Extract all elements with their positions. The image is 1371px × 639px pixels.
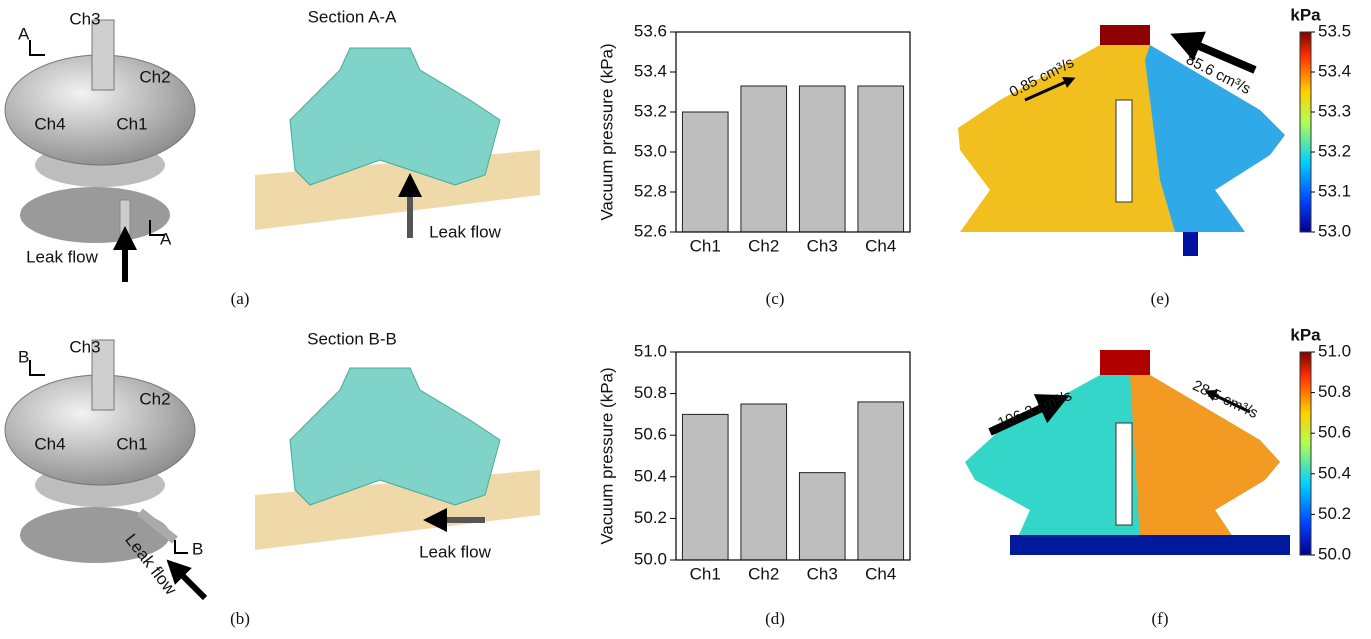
y-axis-label: Vacuum pressure (kPa)	[597, 43, 616, 220]
x-tick-label: Ch3	[807, 564, 838, 583]
panel-label: (c)	[766, 289, 785, 308]
y-axis-label: Vacuum pressure (kPa)	[597, 367, 616, 544]
bar	[799, 473, 845, 560]
colorbar-tick-label: 53.1	[1318, 181, 1351, 200]
channel-label: Ch2	[139, 389, 170, 408]
channel-label: Ch3	[69, 9, 100, 28]
panel-label: (a)	[231, 289, 250, 308]
colorbar-tick-label: 50.6	[1318, 423, 1351, 442]
y-tick-label: 52.6	[634, 221, 667, 240]
section-view-a	[255, 48, 540, 238]
y-tick-label: 53.0	[634, 141, 667, 160]
x-tick-label: Ch3	[807, 236, 838, 255]
panel-label: (d)	[765, 609, 785, 628]
leak-label: Leak flow	[429, 222, 502, 241]
colorbar-tick-label: 50.0	[1318, 544, 1351, 563]
section-mark: B	[192, 539, 203, 558]
section-view-b	[255, 368, 540, 550]
colorbar-tick-label: 50.8	[1318, 382, 1351, 401]
x-tick-label: Ch2	[748, 236, 779, 255]
bar	[799, 86, 845, 232]
x-tick-label: Ch4	[865, 236, 896, 255]
y-tick-label: 50.8	[634, 383, 667, 402]
colorbar	[1300, 32, 1311, 232]
panel-label: (e)	[1151, 289, 1170, 308]
section-title: Section A-A	[308, 7, 397, 26]
bar	[741, 86, 787, 232]
bar	[858, 86, 904, 232]
colorbar-tick-label: 53.0	[1318, 221, 1351, 240]
x-tick-label: Ch1	[690, 236, 721, 255]
colorbar-tick-label: 50.4	[1318, 463, 1351, 482]
figure: Ch3 Ch2 Ch4 Ch1 A A Leak flow Section A-…	[0, 0, 1371, 639]
y-tick-label: 53.2	[634, 101, 667, 120]
pressure-map-e	[958, 25, 1285, 256]
panel-label: (f)	[1152, 609, 1169, 628]
leak-label: Leak flow	[419, 542, 492, 561]
colorbar-tick-label: 51.0	[1318, 341, 1351, 360]
x-tick-label: Ch4	[865, 564, 896, 583]
y-tick-label: 51.0	[634, 341, 667, 360]
y-tick-label: 53.4	[634, 61, 667, 80]
colorbar-tick-label: 50.2	[1318, 504, 1351, 523]
colorbar-title: kPa	[1290, 5, 1321, 24]
panel-label: (b)	[230, 609, 250, 628]
bar	[682, 112, 728, 232]
colorbar-tick-label: 53.4	[1318, 61, 1351, 80]
channel-label: Ch1	[116, 434, 147, 453]
leak-label: Leak flow	[26, 247, 99, 266]
suction-cup-b	[5, 340, 205, 598]
x-tick-label: Ch1	[690, 564, 721, 583]
colorbar-tick-label: 53.2	[1318, 141, 1351, 160]
channel-label: Ch2	[139, 67, 170, 86]
x-tick-label: Ch2	[748, 564, 779, 583]
y-tick-label: 53.6	[634, 21, 667, 40]
y-tick-label: 50.2	[634, 508, 667, 527]
y-tick-label: 50.0	[634, 549, 667, 568]
colorbar-tick-label: 53.3	[1318, 101, 1351, 120]
section-mark: A	[18, 24, 30, 43]
channel-label: Ch4	[34, 434, 65, 453]
channel-label: Ch3	[69, 337, 100, 356]
section-mark: A	[160, 229, 172, 248]
y-tick-label: 50.6	[634, 425, 667, 444]
bar	[858, 402, 904, 560]
bar	[741, 404, 787, 560]
section-title: Section B-B	[307, 329, 397, 348]
channel-label: Ch4	[34, 114, 65, 133]
bar	[682, 414, 728, 560]
section-mark: B	[18, 347, 29, 366]
colorbar-tick-label: 53.5	[1318, 21, 1351, 40]
y-tick-label: 52.8	[634, 181, 667, 200]
channel-label: Ch1	[116, 114, 147, 133]
y-tick-label: 50.4	[634, 466, 667, 485]
colorbar-title: kPa	[1290, 325, 1321, 344]
pressure-map-f	[965, 350, 1290, 555]
colorbar	[1300, 352, 1311, 555]
